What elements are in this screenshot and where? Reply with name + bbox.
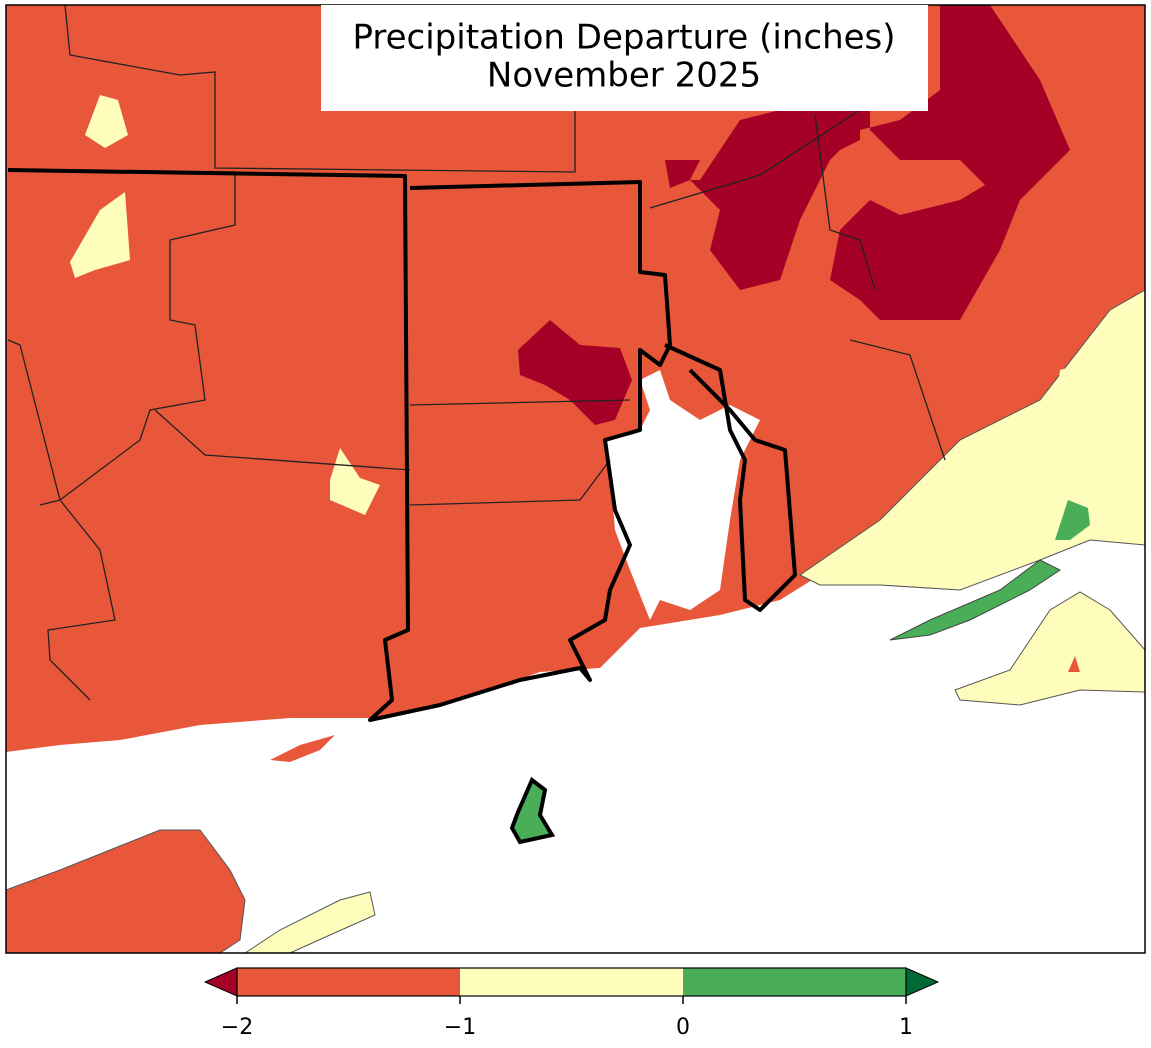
colorbar-tick-label: 0 bbox=[676, 1015, 690, 1040]
colorbar-tick-label: 1 bbox=[899, 1015, 913, 1040]
near-normal-area bbox=[85, 95, 128, 148]
above-normal-area bbox=[889, 559, 1061, 641]
near-normal-area bbox=[1050, 345, 1145, 540]
long-island-east bbox=[243, 891, 376, 954]
colorbar: −2 −1 0 1 bbox=[203, 967, 940, 1040]
colorbar-segment bbox=[237, 968, 460, 996]
bay bbox=[605, 370, 760, 620]
colorbar-under bbox=[203, 967, 238, 997]
much-below-normal-area bbox=[518, 320, 632, 425]
above-normal-area bbox=[1055, 500, 1090, 540]
title: Precipitation Departure (inches) bbox=[352, 18, 895, 58]
block-island bbox=[509, 776, 556, 845]
much-below-normal-area bbox=[710, 5, 1070, 320]
near-normal-area bbox=[70, 192, 130, 278]
colorbar-tick-label: −1 bbox=[444, 1015, 476, 1040]
subtitle: November 2025 bbox=[487, 56, 761, 96]
colorbar-frame bbox=[236, 967, 907, 997]
much-below-normal-area bbox=[665, 160, 700, 188]
colorbar-segment bbox=[683, 968, 906, 996]
island bbox=[270, 735, 335, 762]
colorbar-segment bbox=[460, 968, 683, 996]
island-patch bbox=[1068, 656, 1080, 672]
colorbar-over bbox=[905, 967, 940, 997]
colorbar-tick-label: −2 bbox=[221, 1015, 253, 1040]
title-box bbox=[321, 5, 928, 111]
map: Precipitation Departure (inches) Novembe… bbox=[5, 4, 1146, 954]
